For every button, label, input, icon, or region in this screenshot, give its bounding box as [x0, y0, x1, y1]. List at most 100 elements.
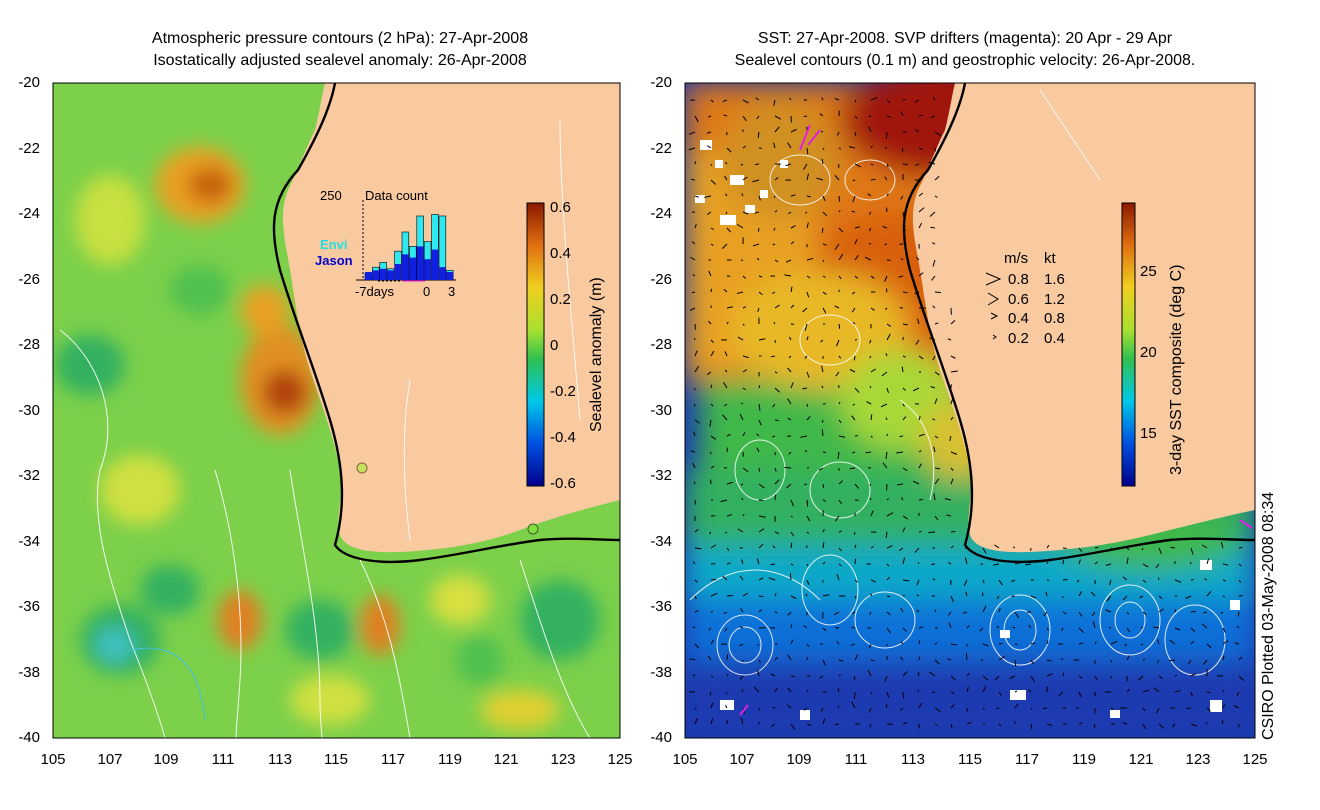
velocity-arrow — [1190, 640, 1195, 645]
right-y-tick-1: -20 — [650, 74, 672, 91]
velocity-arrow — [1030, 707, 1033, 711]
legend-header-kt: kt — [1044, 250, 1056, 267]
velocity-arrow — [710, 675, 714, 678]
velocity-arrow — [853, 691, 856, 699]
velocity-arrow — [822, 483, 825, 489]
velocity-arrow — [806, 222, 809, 229]
inset-jason-bar — [416, 246, 424, 280]
velocity-arrow — [758, 515, 766, 518]
velocity-arrow — [707, 145, 712, 149]
inset-jason-bar — [402, 254, 409, 280]
velocity-arrow — [950, 545, 954, 549]
velocity-arrow — [694, 547, 702, 550]
velocity-arrow — [790, 128, 797, 133]
velocity-arrow — [694, 419, 700, 424]
velocity-arrow — [918, 530, 922, 533]
velocity-arrow — [886, 595, 891, 598]
inset-jason-bar — [409, 257, 417, 280]
velocity-arrow — [822, 718, 826, 725]
velocity-arrow — [758, 291, 763, 296]
velocity-arrow — [1110, 547, 1114, 551]
left-title-line2: Isostatically adjusted sealevel anomaly:… — [153, 52, 527, 69]
velocity-arrow — [822, 528, 825, 533]
velocity-arrow — [774, 611, 778, 614]
velocity-arrow — [902, 467, 908, 472]
velocity-arrow — [1126, 547, 1130, 551]
velocity-arrow — [1078, 642, 1084, 645]
left-x-tick-8: 119 — [438, 751, 462, 768]
velocity-arrow — [934, 322, 939, 325]
velocity-arrow — [886, 563, 890, 567]
velocity-arrow — [1126, 655, 1130, 661]
left-y-tick-11: -40 — [18, 729, 40, 746]
velocity-arrow — [726, 654, 729, 661]
velocity-arrow — [900, 195, 904, 200]
velocity-arrow — [838, 563, 842, 567]
inset-jason-bar — [365, 272, 372, 280]
left-x-tick-1: 105 — [40, 751, 66, 768]
left-x-tick-7: 117 — [381, 751, 405, 768]
velocity-arrow — [869, 385, 872, 389]
velocity-arrow — [709, 691, 712, 696]
velocity-arrow — [690, 256, 696, 261]
left-y-tick-7: -32 — [18, 467, 40, 484]
right-y-tick-7: -32 — [650, 467, 672, 484]
velocity-arrow — [966, 672, 970, 677]
drifter-track-c — [1239, 519, 1253, 529]
velocity-arrow — [819, 113, 824, 117]
left-y-tick-8: -34 — [18, 533, 40, 550]
velocity-arrow — [790, 542, 793, 549]
velocity-arrow — [805, 211, 808, 214]
velocity-arrow — [838, 499, 843, 505]
velocity-arrow — [774, 387, 780, 393]
velocity-arrow — [756, 558, 760, 565]
velocity-arrow — [885, 131, 888, 139]
velocity-arrow — [982, 675, 989, 681]
velocity-arrow — [1126, 557, 1129, 565]
velocity-arrow — [723, 382, 728, 389]
velocity-arrow — [900, 607, 904, 613]
velocity-arrow — [1142, 689, 1150, 693]
velocity-arrow — [1222, 704, 1226, 709]
sla-tick-2: 0.4 — [550, 245, 571, 262]
velocity-arrow — [998, 656, 1005, 661]
velocity-arrow — [996, 707, 1000, 710]
velocity-arrow — [934, 435, 939, 439]
velocity-arrow — [869, 355, 872, 359]
velocity-arrow — [790, 675, 796, 678]
right-x-tick-7: 117 — [1015, 751, 1039, 768]
velocity-arrow — [726, 147, 732, 153]
velocity-arrow — [1058, 691, 1064, 696]
velocity-arrow — [822, 195, 826, 202]
velocity-arrow — [710, 179, 717, 185]
velocity-arrow — [710, 99, 714, 103]
velocity-arrow — [901, 147, 904, 153]
velocity-arrow — [918, 114, 923, 117]
velocity-arrow — [1078, 547, 1083, 552]
velocity-arrow — [754, 163, 760, 166]
velocity-arrow — [739, 625, 744, 629]
velocity-arrow — [726, 481, 734, 485]
velocity-arrow — [838, 659, 844, 662]
velocity-arrow — [1043, 611, 1048, 617]
velocity-arrow — [806, 173, 810, 181]
velocity-arrow — [1222, 563, 1229, 566]
velocity-arrow — [1061, 627, 1064, 632]
velocity-arrow — [870, 510, 874, 517]
velocity-arrow — [902, 403, 905, 407]
legend-row-4-ms: 0.2 — [1008, 330, 1029, 347]
velocity-arrow — [806, 291, 810, 298]
velocity-arrow — [1046, 723, 1053, 726]
velocity-arrow — [757, 669, 760, 677]
left-y-tick-6: -30 — [18, 402, 40, 419]
velocity-arrow — [852, 403, 856, 406]
velocity-arrow — [852, 321, 856, 325]
velocity-arrow — [998, 608, 1001, 613]
velocity-arrow — [934, 467, 941, 470]
velocity-arrow — [902, 291, 908, 294]
velocity-arrow — [1185, 595, 1192, 599]
velocity-arrow — [1126, 611, 1130, 615]
velocity-arrow — [946, 514, 952, 517]
velocity-arrow — [918, 640, 921, 645]
